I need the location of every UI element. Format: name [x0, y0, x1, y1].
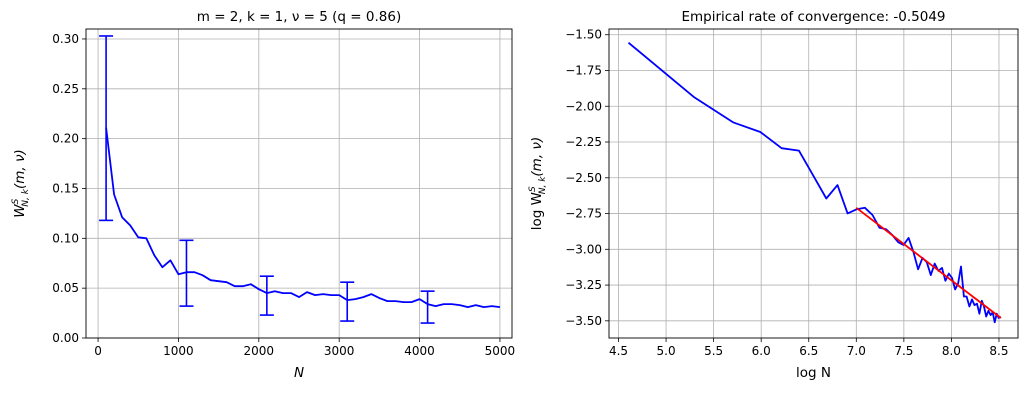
left-y-tick-label: 0.30: [52, 32, 79, 46]
right-x-tick-label: 4.5: [609, 344, 628, 358]
right-x-tick-label: 7.0: [847, 344, 866, 358]
left-y-tick-label: 0.00: [52, 331, 79, 345]
right-plot-frame: [608, 28, 1019, 339]
left-x-tick-label: 5000: [485, 344, 516, 358]
right-y-tick-label: −1.50: [565, 28, 602, 42]
right-y-label-symbol: log W: [529, 192, 545, 230]
left-y-axis-label: WSN, k(m, ν): [11, 149, 31, 218]
right-x-tick-label: 5.0: [657, 344, 676, 358]
right-y-axis-label: log WSN, k(m, ν): [528, 137, 548, 230]
left-y-tick-label: 0.25: [52, 82, 79, 96]
right-tick-layer: 4.5 5.0 5.5 6.0 6.5 7.0 7.5 8.0 8.5 −3.50 −3.25 −3.…: [565, 28, 1008, 358]
left-x-tick-label: 3000: [324, 344, 355, 358]
right-series-layer: [627, 42, 1002, 324]
left-y-label-subscript: N, k: [21, 188, 31, 206]
right-y-tick-label: −2.75: [565, 207, 602, 221]
left-chart: 0 1000 2000 3000 4000 5000 0.00 0.05 0.10 0.15 0.2…: [11, 9, 515, 381]
left-chart-title: m = 2, k = 1, ν = 5 (q = 0.86): [197, 9, 401, 25]
left-plot-frame: [85, 28, 513, 339]
right-y-tick-label: −1.75: [565, 63, 602, 77]
right-x-tick-label: 5.5: [704, 344, 723, 358]
left-series-layer: [99, 35, 501, 324]
left-x-axis-label: N: [294, 365, 304, 381]
right-data-line: [627, 42, 1002, 324]
right-x-tick-label: 6.5: [799, 344, 818, 358]
right-chart: 4.5 5.0 5.5 6.0 6.5 7.0 7.5 8.0 8.5 −3.50 −3.25 −3.…: [528, 9, 1019, 381]
right-y-tick-label: −2.00: [565, 99, 602, 113]
right-y-tick-label: −2.50: [565, 171, 602, 185]
right-x-tick-label: 8.5: [989, 344, 1008, 358]
right-x-tick-label: 7.5: [894, 344, 913, 358]
right-grid: [609, 29, 1018, 338]
right-y-label-arguments: (m, ν): [529, 137, 545, 177]
left-y-label-superscript: S: [11, 198, 21, 204]
left-y-tick-label: 0.10: [52, 231, 79, 245]
left-y-tick-label: 0.20: [52, 132, 79, 146]
left-data-line: [105, 127, 501, 309]
left-y-label-symbol: W: [12, 204, 28, 218]
right-y-label-subscript: N, k: [538, 176, 548, 194]
right-y-tick-label: −3.25: [565, 278, 602, 292]
left-x-tick-label: 2000: [244, 344, 275, 358]
right-y-tick-label: −2.25: [565, 135, 602, 149]
left-x-tick-label: 1000: [163, 344, 194, 358]
left-tick-layer: 0 1000 2000 3000 4000 5000 0.00 0.05 0.10 0.15 0.2…: [52, 32, 515, 358]
right-x-tick-label: 8.0: [942, 344, 961, 358]
right-y-tick-label: −3.50: [565, 314, 602, 328]
right-x-axis-label: log N: [796, 365, 831, 381]
right-x-tick-label: 6.0: [752, 344, 771, 358]
right-y-label-superscript: S: [528, 186, 538, 192]
left-y-tick-label: 0.05: [52, 281, 79, 295]
right-y-tick-label: −3.00: [565, 242, 602, 256]
left-y-tick-label: 0.15: [52, 181, 79, 195]
right-chart-title: Empirical rate of convergence: -0.5049: [681, 9, 945, 25]
left-y-label-arguments: (m, ν): [12, 149, 28, 189]
left-x-tick-label: 0: [94, 344, 102, 358]
left-grid: [86, 29, 512, 339]
right-fit-line: [855, 207, 1002, 319]
left-x-tick-label: 4000: [404, 344, 435, 358]
